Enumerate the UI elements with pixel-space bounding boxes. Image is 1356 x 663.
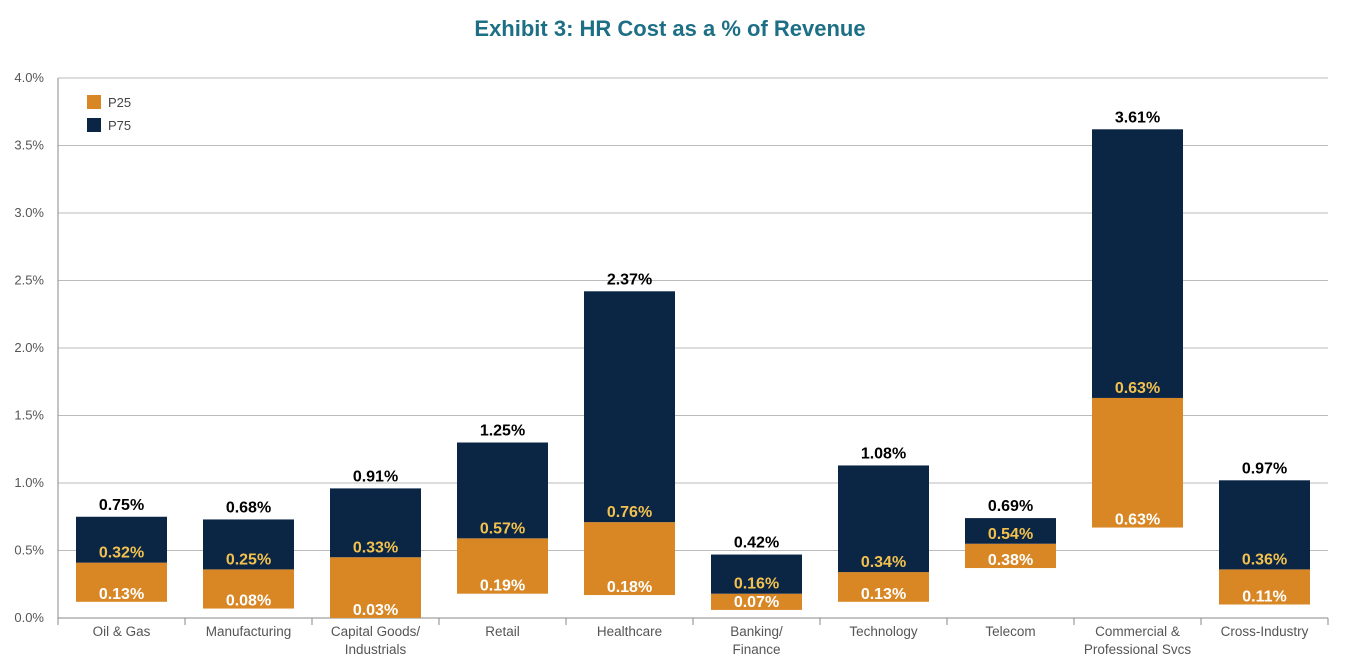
p25-value-label: 0.25% bbox=[226, 551, 271, 568]
bar-p75 bbox=[203, 519, 294, 570]
x-category-label: Industrials bbox=[345, 642, 407, 657]
top-value-label: 1.08% bbox=[861, 445, 906, 462]
low-value-label: 0.08% bbox=[226, 593, 271, 610]
low-value-label: 0.38% bbox=[988, 552, 1033, 569]
p25-value-label: 0.32% bbox=[99, 545, 144, 562]
p25-value-label: 0.16% bbox=[734, 576, 779, 593]
low-value-label: 0.19% bbox=[480, 578, 525, 595]
p25-value-label: 0.57% bbox=[480, 520, 525, 537]
bar-p75 bbox=[838, 465, 929, 573]
bar-p75 bbox=[76, 516, 167, 563]
top-value-label: 0.91% bbox=[353, 468, 398, 485]
legend-swatch-p25 bbox=[87, 95, 101, 109]
low-value-label: 0.07% bbox=[734, 594, 779, 611]
bar-p25 bbox=[203, 569, 294, 609]
legend-label-p25: P25 bbox=[108, 95, 131, 110]
top-value-label: 0.97% bbox=[1242, 460, 1287, 477]
x-category-label: Retail bbox=[485, 624, 520, 639]
bar-p25 bbox=[330, 557, 421, 618]
y-tick-label: 1.0% bbox=[14, 475, 44, 490]
bar-p25 bbox=[711, 593, 802, 610]
top-value-label: 3.61% bbox=[1115, 109, 1160, 126]
bar-p75 bbox=[711, 554, 802, 594]
x-category-label: Telecom bbox=[985, 624, 1035, 639]
y-tick-label: 0.5% bbox=[14, 543, 44, 558]
p25-value-label: 0.76% bbox=[607, 504, 652, 521]
y-tick-label: 0.0% bbox=[14, 610, 44, 625]
top-value-label: 0.69% bbox=[988, 498, 1033, 515]
bar-p75 bbox=[965, 518, 1056, 544]
x-category-label: Manufacturing bbox=[206, 624, 292, 639]
bar-p25 bbox=[1092, 397, 1183, 528]
low-value-label: 0.03% bbox=[353, 602, 398, 619]
x-category-label: Banking/ bbox=[730, 624, 783, 639]
x-category-label: Cross-Industry bbox=[1221, 624, 1309, 639]
legend-label-p75: P75 bbox=[108, 118, 131, 133]
y-tick-label: 2.5% bbox=[14, 273, 44, 288]
low-value-label: 0.18% bbox=[607, 579, 652, 596]
low-value-label: 0.13% bbox=[861, 586, 906, 603]
top-value-label: 0.42% bbox=[734, 535, 779, 552]
legend-swatch-p75 bbox=[87, 118, 101, 132]
bar-p25 bbox=[838, 572, 929, 602]
chart-title: Exhibit 3: HR Cost as a % of Revenue bbox=[474, 16, 866, 41]
low-value-label: 0.13% bbox=[99, 586, 144, 603]
bar-p25 bbox=[457, 538, 548, 594]
bar-p25 bbox=[76, 562, 167, 602]
y-tick-label: 3.0% bbox=[14, 205, 44, 220]
x-category-label: Healthcare bbox=[597, 624, 662, 639]
bar-p25 bbox=[584, 522, 675, 596]
bar-p75 bbox=[330, 488, 421, 558]
bar-p25 bbox=[1219, 569, 1310, 605]
p25-value-label: 0.36% bbox=[1242, 551, 1287, 568]
bar-p75 bbox=[457, 442, 548, 539]
bar-p75 bbox=[1092, 129, 1183, 398]
y-tick-label: 3.5% bbox=[14, 138, 44, 153]
bar-p75 bbox=[1219, 480, 1310, 570]
p25-value-label: 0.34% bbox=[861, 554, 906, 571]
x-category-label: Oil & Gas bbox=[93, 624, 151, 639]
top-value-label: 0.68% bbox=[226, 499, 271, 516]
x-category-label: Commercial & bbox=[1095, 624, 1180, 639]
top-value-label: 0.75% bbox=[99, 497, 144, 514]
y-tick-label: 2.0% bbox=[14, 340, 44, 355]
bar-p25 bbox=[965, 543, 1056, 569]
p25-value-label: 0.54% bbox=[988, 526, 1033, 543]
x-category-label: Professional Svcs bbox=[1084, 642, 1192, 657]
y-tick-label: 4.0% bbox=[14, 70, 44, 85]
low-value-label: 0.63% bbox=[1115, 512, 1160, 529]
p25-value-label: 0.33% bbox=[353, 539, 398, 556]
x-category-label: Capital Goods/ bbox=[331, 624, 421, 639]
x-category-label: Finance bbox=[732, 642, 780, 657]
y-tick-label: 1.5% bbox=[14, 408, 44, 423]
bar-p75 bbox=[584, 291, 675, 523]
low-value-label: 0.11% bbox=[1242, 589, 1286, 606]
top-value-label: 1.25% bbox=[480, 423, 525, 440]
x-category-label: Technology bbox=[849, 624, 918, 639]
p25-value-label: 0.63% bbox=[1115, 380, 1160, 397]
top-value-label: 2.37% bbox=[607, 271, 652, 288]
